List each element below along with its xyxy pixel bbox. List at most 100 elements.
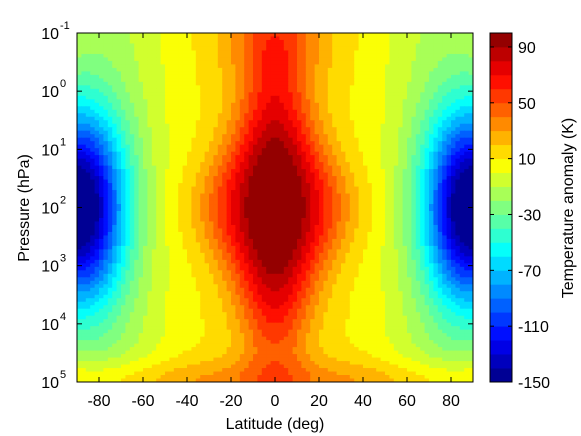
field-cell <box>134 158 140 163</box>
field-cell <box>385 144 390 149</box>
field-cell <box>279 46 285 52</box>
field-cell <box>332 193 338 198</box>
field-cell <box>288 176 294 181</box>
field-cell <box>354 50 360 55</box>
field-cell <box>248 113 254 118</box>
field-cell <box>239 162 245 167</box>
field-cell <box>90 74 96 79</box>
field-cell <box>244 113 250 118</box>
field-cell <box>297 169 302 174</box>
field-cell <box>385 186 390 191</box>
field-cell <box>178 71 184 76</box>
field-cell <box>239 148 245 153</box>
field-cell <box>310 36 316 41</box>
field-cell <box>301 183 307 188</box>
field-cell <box>90 190 96 195</box>
field-cell <box>275 99 280 104</box>
field-cell <box>125 221 131 226</box>
field-cell <box>125 120 131 125</box>
field-cell <box>345 106 351 111</box>
field-cell <box>226 169 232 174</box>
field-cell <box>437 106 443 111</box>
field-cell <box>283 186 289 191</box>
field-cell <box>424 109 430 114</box>
field-cell <box>147 193 153 198</box>
field-cell <box>165 67 170 72</box>
field-cell <box>169 172 175 177</box>
field-cell <box>292 123 298 128</box>
field-cell <box>446 57 452 62</box>
field-cell <box>332 57 338 62</box>
field-cell <box>354 137 360 142</box>
field-cell <box>116 53 122 59</box>
field-cell <box>283 67 289 72</box>
field-cell <box>297 43 302 48</box>
field-cell <box>446 67 452 72</box>
field-cell <box>112 36 118 41</box>
field-cell <box>182 176 188 181</box>
field-cell <box>319 57 324 62</box>
field-cell <box>94 88 100 93</box>
field-cell <box>116 204 122 209</box>
field-cell <box>292 134 298 139</box>
field-cell <box>433 148 439 153</box>
field-cell <box>178 106 184 111</box>
field-cell <box>266 78 272 83</box>
field-cell <box>217 95 223 100</box>
field-cell <box>288 183 294 188</box>
field-cell <box>327 99 333 104</box>
field-cell <box>116 85 122 90</box>
field-cell <box>323 148 329 153</box>
field-cell <box>327 102 333 107</box>
field-cell <box>279 204 285 209</box>
field-cell <box>411 207 417 212</box>
field-cell <box>112 57 118 62</box>
field-cell <box>129 46 135 52</box>
field-cell <box>363 130 368 135</box>
field-cell <box>239 64 245 69</box>
field-cell <box>327 36 333 41</box>
field-cell <box>459 67 465 72</box>
field-cell <box>393 155 399 160</box>
field-cell <box>191 217 197 223</box>
field-cell <box>442 130 448 135</box>
field-cell <box>442 120 448 125</box>
field-cell <box>138 193 144 198</box>
field-cell <box>459 53 465 59</box>
field-cell <box>415 162 421 167</box>
field-cell <box>341 109 346 114</box>
field-cell <box>187 141 192 146</box>
field-cell <box>248 71 254 76</box>
field-cell <box>442 67 448 72</box>
field-cell <box>451 106 456 111</box>
field-cell <box>314 113 320 118</box>
field-cell <box>424 155 430 160</box>
field-cell <box>319 127 324 132</box>
field-cell <box>283 207 289 212</box>
field-cell <box>455 197 461 202</box>
field-cell <box>301 39 307 45</box>
field-cell <box>385 148 390 153</box>
field-cell <box>99 53 104 59</box>
field-cell <box>107 71 113 76</box>
field-cell <box>107 224 113 230</box>
field-cell <box>305 85 311 90</box>
field-cell <box>257 64 263 69</box>
field-cell <box>288 217 294 223</box>
field-cell <box>213 50 219 55</box>
field-cell <box>266 109 272 114</box>
field-cell <box>213 200 219 205</box>
field-cell <box>138 71 144 76</box>
field-cell <box>125 53 131 59</box>
field-cell <box>239 207 245 212</box>
field-cell <box>459 134 465 139</box>
field-cell <box>134 106 140 111</box>
field-cell <box>301 120 307 125</box>
field-cell <box>248 179 254 184</box>
field-cell <box>270 67 276 72</box>
field-cell <box>393 95 399 100</box>
field-cell <box>209 193 214 198</box>
field-cell <box>231 60 236 66</box>
field-cell <box>314 78 320 83</box>
field-cell <box>156 88 162 93</box>
